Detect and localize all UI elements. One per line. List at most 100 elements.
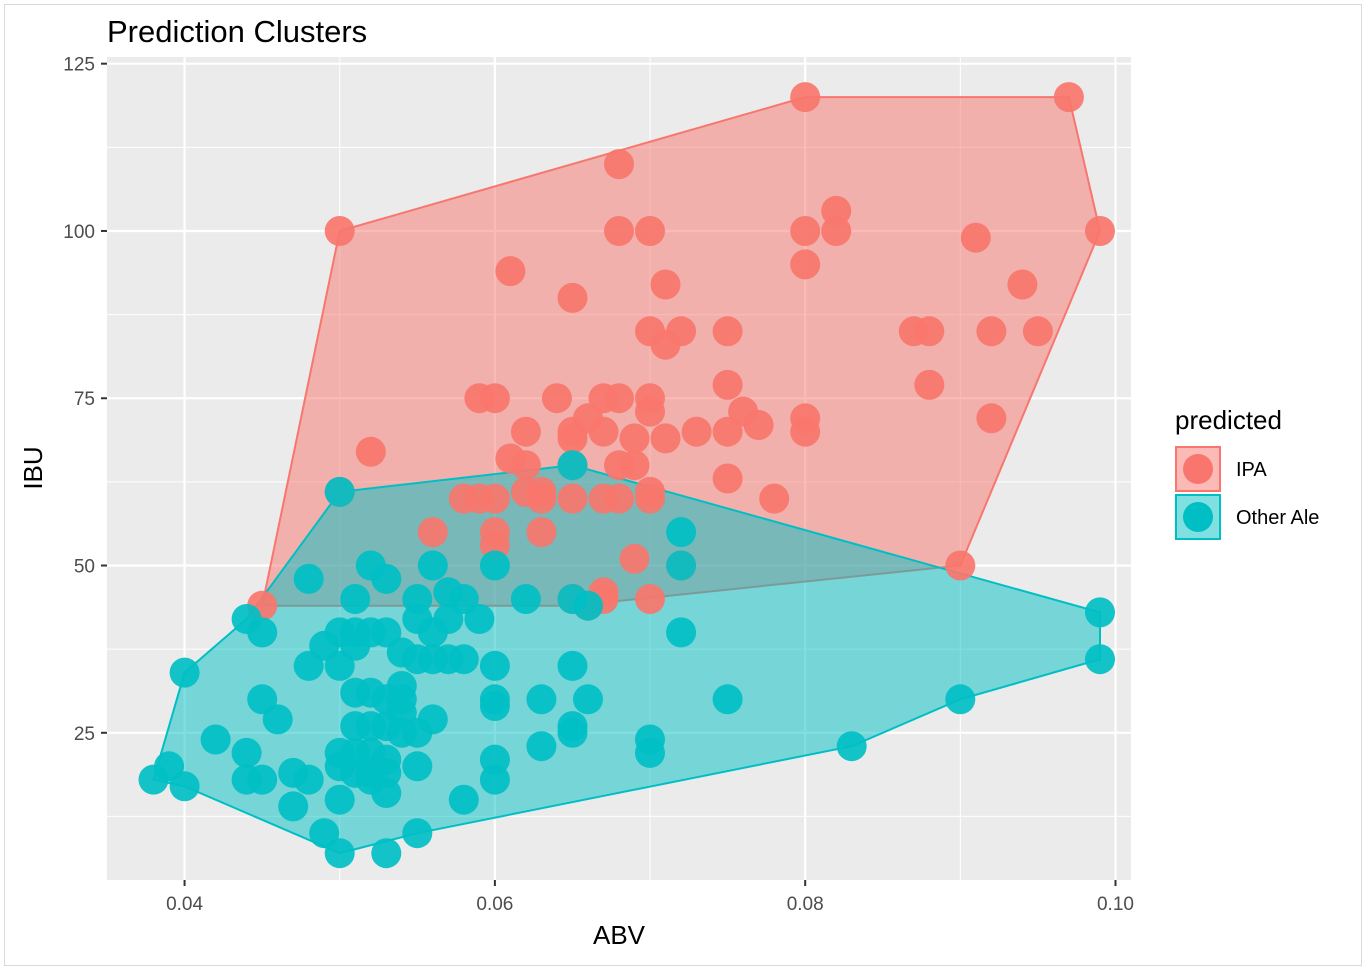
data-point-series-0 [712, 463, 743, 494]
data-point-series-1 [293, 563, 324, 594]
x-tick-label: 0.10 [1097, 894, 1134, 915]
data-point-series-1 [526, 731, 557, 762]
data-point-series-0 [790, 416, 821, 447]
data-point-series-1 [371, 838, 402, 869]
y-axis: 25 50 75 100 125 [63, 55, 107, 745]
data-point-series-1 [324, 838, 355, 869]
data-point-series-1 [247, 617, 278, 648]
data-point-series-0 [790, 82, 821, 113]
data-point-series-1 [479, 691, 510, 721]
data-point-series-1 [945, 684, 976, 715]
data-point-series-0 [960, 222, 991, 253]
data-point-series-0 [557, 423, 588, 454]
data-point-series-0 [1053, 82, 1084, 113]
data-point-series-1 [138, 764, 169, 795]
data-point-series-1 [417, 550, 448, 581]
data-point-series-0 [1022, 316, 1053, 347]
data-point-series-1 [666, 550, 697, 581]
data-point-series-0 [510, 450, 541, 481]
data-point-series-1 [510, 584, 541, 614]
data-point-series-0 [712, 316, 743, 347]
data-point-series-0 [526, 483, 557, 514]
data-point-series-1 [433, 604, 464, 634]
data-point-series-1 [1085, 644, 1115, 675]
data-points [138, 82, 1115, 869]
data-point-series-0 [1085, 216, 1115, 246]
legend-label-0: IPA [1236, 459, 1267, 481]
legend-title: predicted [1175, 405, 1282, 435]
data-point-series-0 [324, 216, 355, 246]
data-point-series-1 [402, 818, 433, 849]
x-tick-label: 0.06 [476, 894, 513, 915]
legend-marker-1 [1183, 502, 1213, 532]
y-tick-label: 25 [74, 724, 95, 745]
data-point-series-1 [402, 717, 433, 748]
data-point-series-0 [541, 383, 572, 414]
data-point-series-1 [371, 563, 402, 594]
data-point-series-0 [510, 416, 541, 447]
data-point-series-1 [464, 604, 495, 634]
data-point-series-1 [402, 751, 433, 782]
y-tick-label: 75 [74, 389, 95, 410]
data-point-series-0 [604, 383, 634, 414]
data-point-series-1 [231, 737, 262, 768]
data-point-series-0 [681, 416, 712, 447]
data-point-series-0 [619, 423, 650, 454]
data-point-series-0 [650, 423, 681, 454]
data-point-series-0 [604, 216, 634, 246]
data-point-series-0 [619, 543, 650, 574]
data-point-series-1 [324, 784, 355, 815]
data-point-series-1 [573, 590, 603, 621]
chart-title: Prediction Clusters [107, 14, 367, 49]
data-point-series-0 [1007, 269, 1038, 300]
data-point-series-1 [169, 771, 200, 802]
data-point-series-1 [479, 650, 510, 681]
data-point-series-0 [495, 256, 526, 287]
data-point-series-1 [262, 704, 293, 735]
data-point-series-1 [324, 650, 355, 681]
data-point-series-0 [588, 416, 619, 447]
data-point-series-1 [169, 657, 200, 688]
data-point-series-1 [557, 650, 588, 681]
data-point-series-0 [479, 483, 510, 514]
data-point-series-0 [619, 450, 650, 481]
y-axis-title: IBU [18, 446, 48, 489]
data-point-series-1 [324, 476, 355, 507]
data-point-series-0 [635, 396, 665, 427]
data-point-series-0 [635, 483, 665, 514]
data-point-series-0 [821, 216, 852, 246]
data-point-series-0 [759, 483, 790, 514]
data-point-series-1 [293, 650, 324, 681]
legend-marker-0 [1183, 454, 1213, 484]
data-point-series-1 [479, 550, 510, 581]
y-tick-label: 125 [63, 55, 95, 76]
data-point-series-0 [526, 517, 557, 548]
data-point-series-1 [340, 677, 371, 708]
data-point-series-0 [604, 483, 634, 514]
data-point-series-1 [371, 778, 402, 808]
data-point-series-1 [557, 450, 588, 481]
data-point-series-0 [914, 316, 945, 347]
data-point-series-1 [293, 764, 324, 795]
data-point-series-0 [712, 369, 743, 400]
x-axis-title: ABV [593, 920, 646, 950]
data-point-series-1 [200, 724, 231, 755]
data-point-series-1 [836, 731, 867, 762]
data-point-series-1 [340, 584, 371, 614]
data-point-series-1 [247, 764, 278, 795]
data-point-series-1 [635, 737, 665, 768]
data-point-series-0 [976, 316, 1007, 347]
data-point-series-0 [635, 216, 665, 246]
data-point-series-1 [557, 717, 588, 748]
data-point-series-0 [790, 249, 821, 280]
data-point-series-0 [604, 149, 634, 180]
data-point-series-1 [448, 784, 479, 815]
data-point-series-0 [914, 369, 945, 400]
data-point-series-1 [666, 517, 697, 548]
data-point-series-0 [790, 216, 821, 246]
x-tick-label: 0.04 [166, 894, 203, 915]
x-axis: 0.04 0.06 0.08 0.10 [166, 880, 1134, 915]
data-point-series-1 [666, 617, 697, 648]
data-point-series-0 [976, 403, 1007, 434]
